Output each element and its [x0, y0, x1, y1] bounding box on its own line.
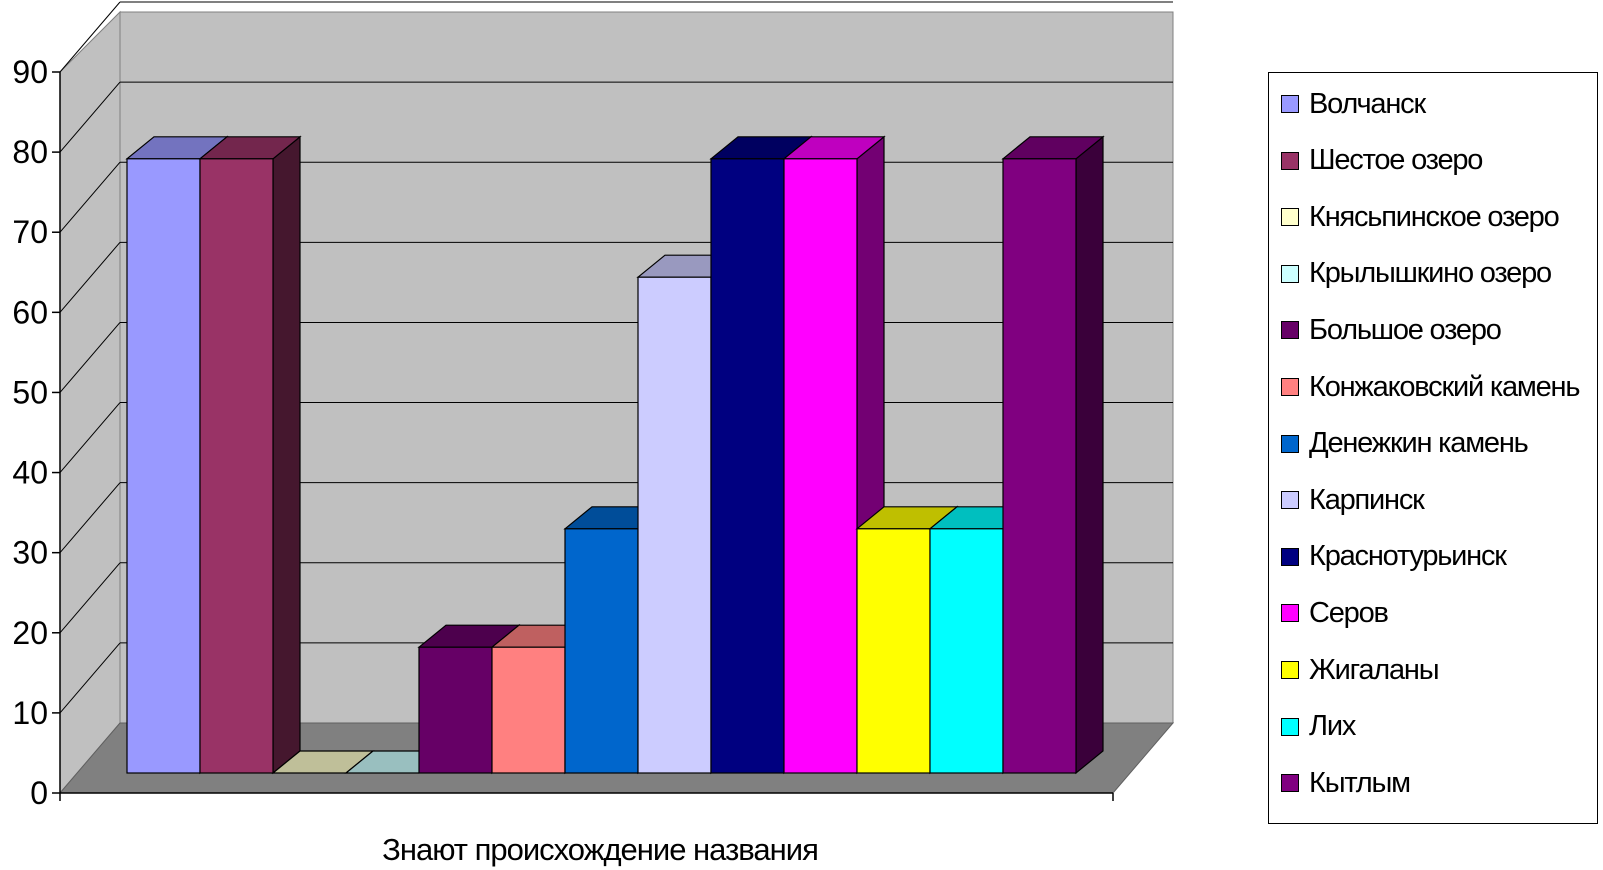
- legend-swatch: [1281, 717, 1299, 736]
- gridline-side: [59, 402, 121, 473]
- legend-label: Княсьпинское озеро: [1309, 200, 1560, 233]
- legend-label: Волчанск: [1309, 87, 1426, 120]
- bar-front: [856, 528, 931, 774]
- legend-label: Конжаковский камень: [1309, 370, 1580, 403]
- legend-item: Денежкин камень: [1281, 424, 1529, 464]
- y-tick-label: 60: [12, 294, 48, 330]
- legend-item: Серов: [1281, 593, 1389, 633]
- bar-front: [418, 646, 493, 774]
- bar-front: [1002, 158, 1077, 774]
- y-tick-label: 70: [12, 214, 48, 250]
- legend-swatch: [1281, 264, 1299, 283]
- legend-label: Карпинск: [1309, 483, 1425, 516]
- bar-front: [491, 646, 566, 774]
- gridline-side: [59, 322, 121, 393]
- legend-label: Большое озеро: [1309, 313, 1502, 346]
- bar-side: [272, 135, 301, 775]
- legend-item: Жигаланы: [1281, 650, 1440, 690]
- y-tick-label: 30: [12, 535, 48, 571]
- legend-label: Шестое озеро: [1309, 144, 1483, 177]
- legend-swatch: [1281, 151, 1299, 170]
- legend-swatch: [1281, 547, 1299, 566]
- legend-swatch: [1281, 95, 1299, 113]
- legend-label: Денежкин камень: [1309, 427, 1529, 460]
- y-tick-label: 90: [12, 54, 48, 90]
- legend-swatch: [1281, 208, 1299, 227]
- legend-label: Кытлым: [1309, 766, 1411, 799]
- bar-front: [126, 158, 201, 774]
- legend-swatch: [1281, 434, 1299, 453]
- legend-swatch: [1281, 321, 1299, 340]
- gridline-side: [59, 242, 121, 313]
- y-tick-label: 20: [12, 615, 48, 651]
- legend-label: Лих: [1309, 710, 1356, 743]
- y-tick-label: 10: [12, 695, 48, 731]
- side-wall: [59, 10, 121, 795]
- legend-item: Волчанск: [1281, 84, 1426, 124]
- bar: [198, 135, 302, 775]
- legend-swatch: [1281, 604, 1299, 623]
- gridline-side: [59, 81, 121, 153]
- x-axis-title: Знают происхождение названия: [382, 832, 819, 867]
- legend-item: Конжаковский камень: [1281, 367, 1580, 407]
- bar-front: [929, 528, 1004, 774]
- legend-swatch: [1281, 774, 1299, 793]
- legend: Волчанск Шестое озеро Княсьпинское озеро Кр…: [1268, 72, 1598, 824]
- legend-item: Краснотурьинск: [1281, 537, 1507, 577]
- gridline-side: [59, 482, 121, 553]
- legend-label: Краснотурьинск: [1309, 540, 1507, 573]
- bar-front: [637, 276, 712, 774]
- y-tick-label: 0: [30, 775, 48, 811]
- legend-swatch: [1281, 378, 1299, 396]
- legend-label: Крылышкино озеро: [1309, 257, 1552, 290]
- bar-front: [783, 158, 858, 774]
- y-tick-label: 50: [12, 374, 48, 410]
- value-axis: 0 10 20 30 40 50 60 70 80 90: [12, 54, 1114, 811]
- y-tick-label: 40: [12, 455, 48, 491]
- bar-front: [710, 158, 785, 774]
- y-tick-label: 80: [12, 134, 48, 170]
- legend-item: Большое озеро: [1281, 310, 1502, 350]
- legend-item: Княсьпинское озеро: [1281, 197, 1560, 237]
- bar-group: [125, 135, 1105, 775]
- legend-label: Жигаланы: [1309, 653, 1440, 686]
- legend-swatch: [1281, 491, 1299, 510]
- gridline-side: [59, 1, 121, 73]
- legend-swatch: [1281, 661, 1299, 679]
- gridline-side: [59, 562, 121, 634]
- bar-front: [199, 158, 274, 774]
- legend-item: Крылышкино озеро: [1281, 254, 1552, 294]
- bar-side: [1075, 135, 1104, 775]
- bar: [1001, 135, 1105, 775]
- legend-item: Шестое озеро: [1281, 141, 1483, 181]
- bar-front: [564, 528, 639, 774]
- legend-label: Серов: [1309, 596, 1389, 629]
- legend-item: Кытлым: [1281, 763, 1411, 803]
- legend-item: Карпинск: [1281, 480, 1425, 520]
- gridline-side: [59, 642, 121, 714]
- gridline-side: [59, 161, 121, 233]
- legend-item: Лих: [1281, 707, 1356, 747]
